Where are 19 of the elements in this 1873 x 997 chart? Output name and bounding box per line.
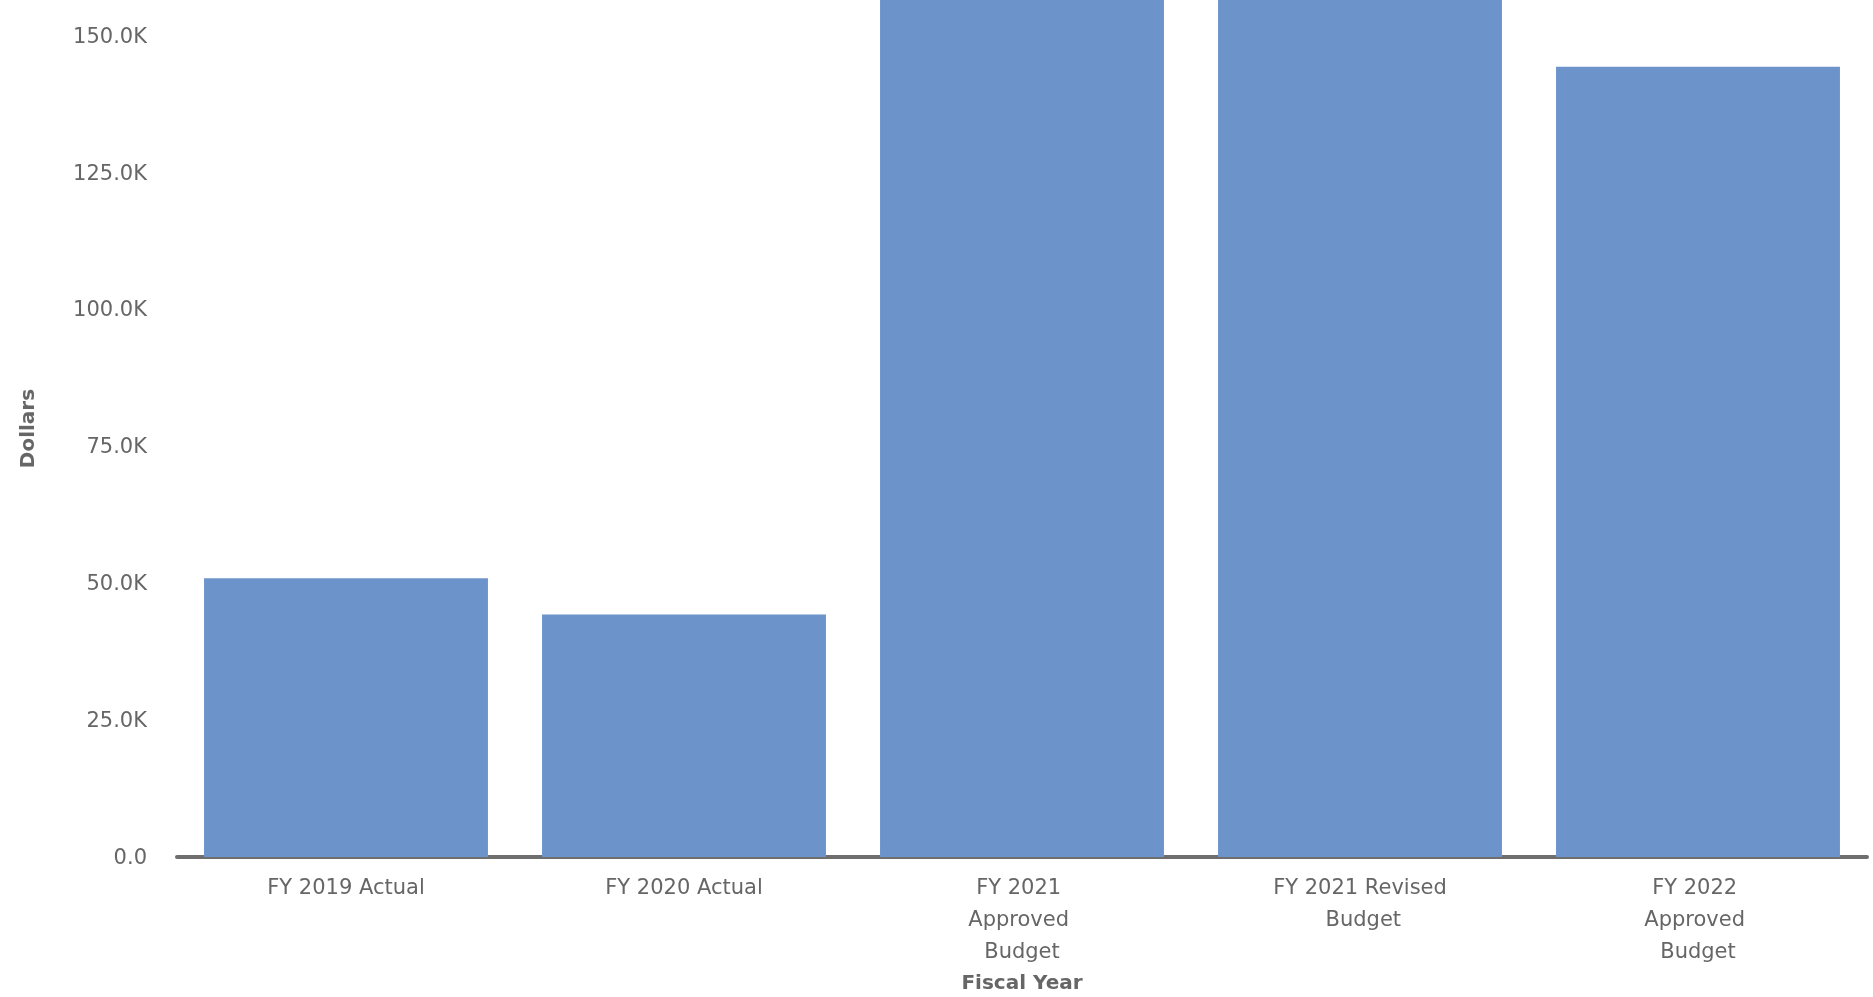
y-tick-label: 50.0K bbox=[86, 571, 149, 596]
x-axis-title: Fiscal Year bbox=[961, 970, 1083, 994]
x-tick-label: FY 2021 Revised Budget bbox=[1273, 875, 1447, 932]
bar bbox=[880, 0, 1164, 858]
y-tick-label: 75.0K bbox=[86, 434, 149, 459]
x-tick-label: FY 2022 Approved Budget bbox=[1644, 875, 1752, 964]
y-axis-title: Dollars bbox=[15, 388, 39, 469]
x-tick-label: FY 2019 Actual bbox=[267, 875, 425, 900]
y-tick-label: 25.0K bbox=[86, 708, 149, 733]
bar bbox=[1556, 66, 1840, 858]
bar bbox=[204, 578, 488, 858]
y-tick-label: 100.0K bbox=[73, 297, 149, 322]
y-tick-label: 125.0K bbox=[73, 160, 149, 185]
bar bbox=[1218, 0, 1502, 858]
y-tick-label: 0.0 bbox=[113, 845, 147, 870]
y-tick-label: 150.0K bbox=[73, 23, 149, 48]
x-tick-label: FY 2021 Approved Budget bbox=[968, 875, 1076, 964]
x-tick-label: FY 2020 Actual bbox=[605, 875, 763, 900]
bar bbox=[542, 614, 826, 858]
